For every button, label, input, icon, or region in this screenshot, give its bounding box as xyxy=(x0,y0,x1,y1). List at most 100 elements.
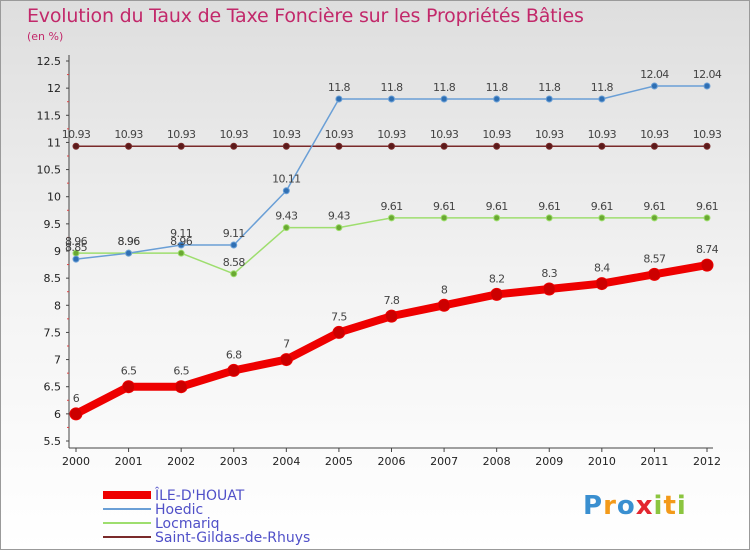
data-label-1: 10.11 xyxy=(272,173,301,186)
data-label-3: 10.93 xyxy=(114,128,143,141)
data-point-2 xyxy=(282,224,290,232)
x-tick-label: 2006 xyxy=(378,455,406,468)
data-point-2 xyxy=(177,249,185,257)
y-tick-label: 7.5 xyxy=(44,326,62,339)
data-point-1 xyxy=(282,187,290,195)
y-tick-label: 9 xyxy=(54,245,61,258)
y-tick-label: 12.5 xyxy=(37,55,62,68)
data-label-1: 11.8 xyxy=(486,81,509,94)
logo-letter: x xyxy=(635,491,654,521)
data-label-0: 6.5 xyxy=(121,365,137,378)
y-unit-label: (en %) xyxy=(27,30,64,43)
series-line-0 xyxy=(72,261,711,418)
y-tick-label: 8 xyxy=(54,299,61,312)
data-point-2 xyxy=(650,214,658,222)
data-label-1: 9.11 xyxy=(223,227,245,240)
x-tick-label: 2007 xyxy=(430,455,458,468)
x-tick-label: 2000 xyxy=(62,455,90,468)
y-tick-label: 12 xyxy=(47,82,61,95)
data-label-3: 10.93 xyxy=(482,128,511,141)
data-point-3 xyxy=(545,142,553,150)
data-point-0 xyxy=(174,380,188,394)
y-tick-label: 5.5 xyxy=(44,435,62,448)
data-label-2: 9.61 xyxy=(538,200,560,213)
data-point-1 xyxy=(440,95,448,103)
data-label-1: 8.85 xyxy=(65,241,88,254)
data-point-0 xyxy=(227,363,241,377)
logo-letter: P xyxy=(583,491,604,521)
data-label-0: 6.5 xyxy=(173,365,189,378)
data-point-0 xyxy=(69,407,83,421)
data-label-0: 8.4 xyxy=(594,262,610,275)
chart-title: Evolution du Taux de Taxe Foncière sur l… xyxy=(27,5,584,27)
x-tick-label: 2012 xyxy=(693,455,721,468)
data-point-3 xyxy=(388,142,395,150)
logo-letter: i xyxy=(653,491,664,521)
data-label-3: 10.93 xyxy=(272,128,301,141)
y-tick-label: 10.5 xyxy=(37,164,62,177)
data-point-2 xyxy=(440,214,448,222)
data-label-0: 8.2 xyxy=(489,272,505,285)
data-label-3: 10.93 xyxy=(535,128,564,141)
data-point-0 xyxy=(700,258,714,272)
data-label-0: 7 xyxy=(283,338,290,351)
data-label-0: 6.8 xyxy=(226,348,242,361)
data-point-1 xyxy=(650,82,658,90)
data-label-2: 9.61 xyxy=(591,200,613,213)
data-label-2: 9.61 xyxy=(380,200,402,213)
y-tick-label: 6 xyxy=(54,408,61,421)
y-tick-label: 8.5 xyxy=(44,272,62,285)
data-label-2: 9.61 xyxy=(486,200,508,213)
data-point-3 xyxy=(335,142,343,150)
y-tick-label: 11.5 xyxy=(37,109,62,122)
data-label-0: 7.5 xyxy=(331,310,347,323)
proxiti-logo: Proxiti xyxy=(583,491,687,521)
data-point-0 xyxy=(595,277,609,291)
data-point-1 xyxy=(493,95,501,103)
data-point-3 xyxy=(440,142,448,150)
data-label-0: 8 xyxy=(441,283,448,296)
legend-label-1: Hoedic xyxy=(155,502,203,518)
logo-letter: r xyxy=(603,491,617,521)
data-point-1 xyxy=(545,95,553,103)
data-point-2 xyxy=(230,270,238,278)
data-point-3 xyxy=(230,142,238,150)
data-label-2: 9.61 xyxy=(696,200,718,213)
x-tick-label: 2011 xyxy=(640,455,668,468)
data-point-1 xyxy=(703,82,711,90)
data-point-3 xyxy=(598,142,606,150)
data-point-1 xyxy=(598,95,606,103)
x-tick-label: 2010 xyxy=(588,455,616,468)
data-label-0: 8.3 xyxy=(541,267,557,280)
data-point-2 xyxy=(703,214,711,222)
data-point-2 xyxy=(598,214,606,222)
x-tick-label: 2008 xyxy=(483,455,511,468)
data-label-3: 10.93 xyxy=(640,128,669,141)
data-point-0 xyxy=(490,287,504,301)
x-tick-label: 2002 xyxy=(167,455,195,468)
data-label-2: 8.96 xyxy=(118,235,141,248)
data-label-2: 8.96 xyxy=(65,235,88,248)
data-point-0 xyxy=(437,298,451,312)
logo-letter: o xyxy=(616,491,636,521)
data-label-2: 9.61 xyxy=(433,200,455,213)
data-label-3: 10.93 xyxy=(588,128,617,141)
legend-label-3: Saint-Gildas-de-Rhuys xyxy=(155,530,310,546)
data-label-2: 8.58 xyxy=(223,256,246,269)
data-label-0: 6 xyxy=(73,392,80,405)
x-tick-label: 2009 xyxy=(535,455,563,468)
data-label-2: 8.96 xyxy=(170,235,193,248)
data-point-0 xyxy=(542,282,556,296)
y-tick-label: 9.5 xyxy=(44,218,62,231)
y-tick-label: 6.5 xyxy=(44,381,62,394)
data-point-2 xyxy=(335,224,343,232)
data-label-0: 7.8 xyxy=(384,294,400,307)
data-point-3 xyxy=(650,142,658,150)
data-label-3: 10.93 xyxy=(325,128,354,141)
data-point-3 xyxy=(703,142,711,150)
data-point-1 xyxy=(230,241,238,249)
data-point-2 xyxy=(388,214,395,222)
data-point-0 xyxy=(332,325,346,339)
data-label-1: 11.8 xyxy=(538,81,561,94)
